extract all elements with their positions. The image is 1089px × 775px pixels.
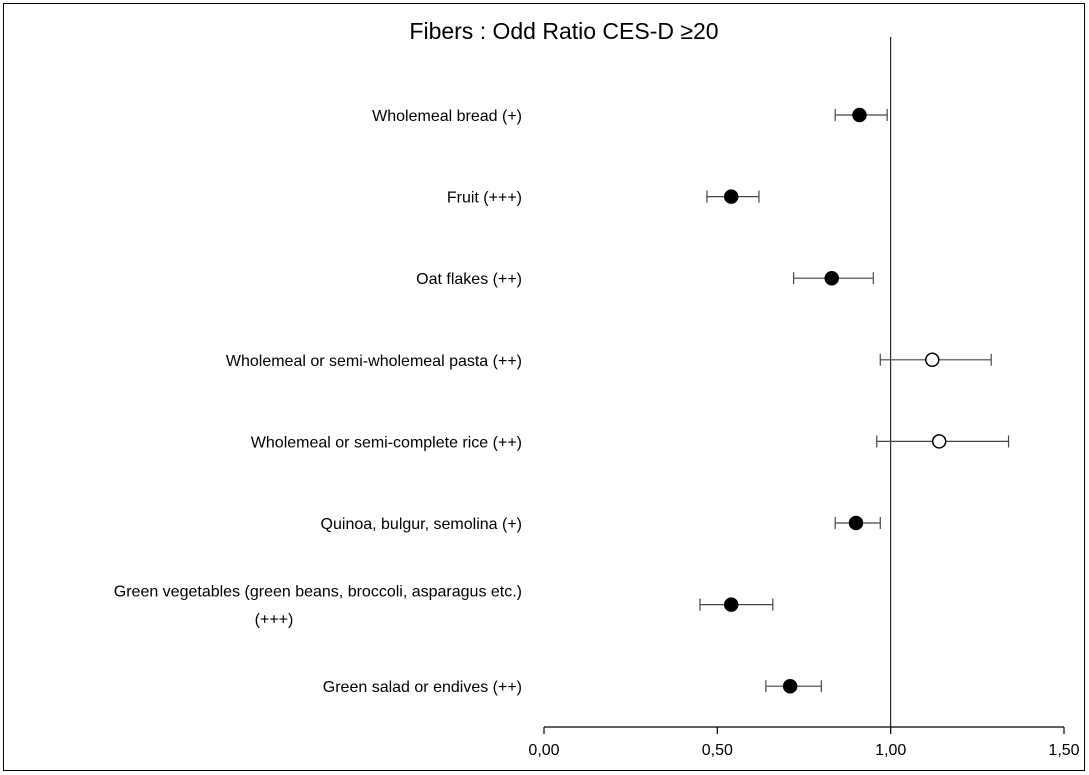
chart-title: Fibers : Odd Ratio CES-D ≥20	[409, 18, 719, 44]
category-label: Wholemeal or semi-complete rice (++)	[251, 434, 522, 451]
category-label-line: Green vegetables (green beans, broccoli,…	[114, 584, 522, 601]
data-marks	[699, 107, 1010, 694]
category-label: Wholemeal bread (+)	[372, 108, 522, 125]
forest-plot: Wholemeal bread (+) Fruit (+++) Oat flakes…	[114, 37, 1080, 759]
category-label: Quinoa, bulgur, semolina (+)	[321, 516, 522, 533]
point-filled	[852, 107, 867, 123]
category-label: Green vegetables (green beans, broccoli,…	[114, 584, 522, 629]
point-filled	[723, 189, 739, 204]
point-open	[931, 434, 947, 449]
category-label: Fruit (+++)	[447, 190, 522, 207]
category-label: Wholemeal or semi-wholemeal pasta (++)	[226, 353, 522, 370]
point-filled	[824, 270, 839, 286]
x-tick-label: 0,00	[528, 742, 559, 759]
category-labels: Wholemeal bread (+) Fruit (+++) Oat flakes…	[114, 108, 522, 696]
point-filled	[782, 678, 798, 694]
chart-frame: Fibers : Odd Ratio CES-D ≥20 Wholemeal b…	[3, 3, 1085, 771]
x-tick-label: 1,00	[875, 742, 906, 759]
point-filled	[848, 515, 864, 531]
point-filled	[723, 597, 739, 612]
category-label: Oat flakes (++)	[416, 271, 522, 288]
point-open	[925, 352, 940, 368]
x-tick-label: 0,50	[702, 742, 733, 759]
x-axis: 0,00 0,50 1,00 1,50	[528, 37, 1080, 759]
category-label-line: (+++)	[255, 612, 294, 629]
category-label: Green salad or endives (++)	[323, 679, 522, 696]
x-tick-label: 1,50	[1048, 742, 1079, 759]
